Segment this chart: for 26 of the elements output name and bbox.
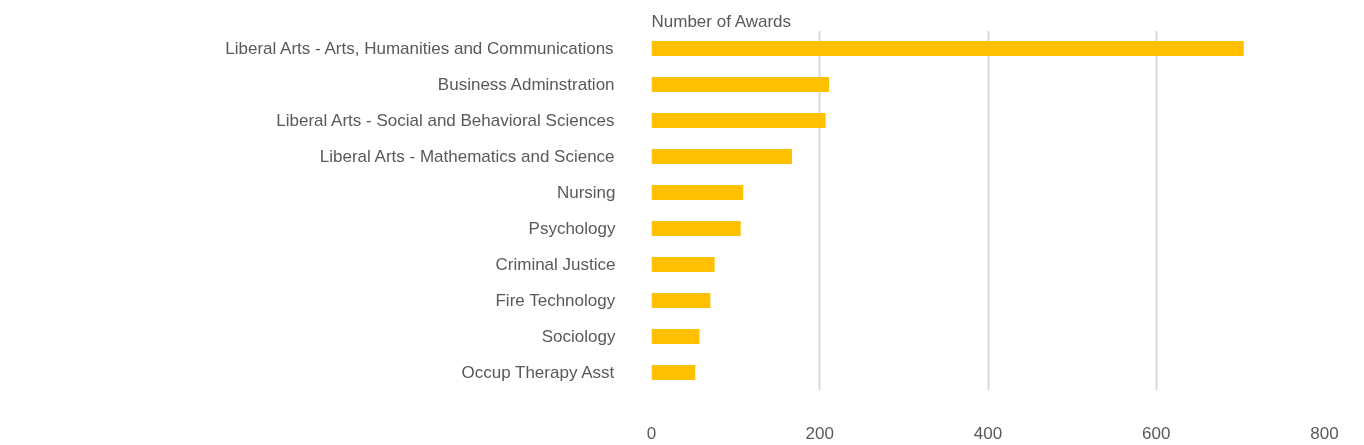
chart-title: Number of Awards bbox=[651, 11, 792, 31]
x-tick-label: 800 bbox=[1310, 423, 1339, 443]
y-tick-label: Liberal Arts - Arts, Humanities and Communications bbox=[225, 39, 614, 58]
bar bbox=[651, 364, 696, 381]
y-tick-label: Business Adminstration bbox=[437, 75, 615, 94]
y-tick-label: Occup Therapy Asst bbox=[461, 363, 615, 382]
x-tick-label: 400 bbox=[973, 423, 1003, 443]
y-tick-label: Sociology bbox=[541, 327, 616, 346]
bar bbox=[651, 328, 700, 345]
bar bbox=[651, 220, 741, 237]
bar bbox=[651, 256, 715, 273]
y-tick-label: Psychology bbox=[528, 219, 616, 238]
bar bbox=[651, 292, 711, 309]
y-tick-label: Liberal Arts - Social and Behavioral Sciences bbox=[276, 111, 615, 130]
y-tick-label: Criminal Justice bbox=[495, 255, 616, 274]
y-tick-label: Fire Technology bbox=[495, 291, 616, 310]
y-tick-label: Nursing bbox=[556, 183, 616, 202]
x-tick-label: 0 bbox=[646, 423, 657, 443]
bar bbox=[651, 76, 829, 93]
bar bbox=[651, 148, 792, 165]
x-tick-label: 600 bbox=[1142, 423, 1171, 443]
x-tick-label: 200 bbox=[805, 423, 834, 443]
y-tick-label: Liberal Arts - Mathematics and Science bbox=[319, 147, 615, 166]
bar bbox=[651, 40, 1244, 57]
bar bbox=[651, 112, 826, 129]
bar bbox=[651, 184, 744, 201]
